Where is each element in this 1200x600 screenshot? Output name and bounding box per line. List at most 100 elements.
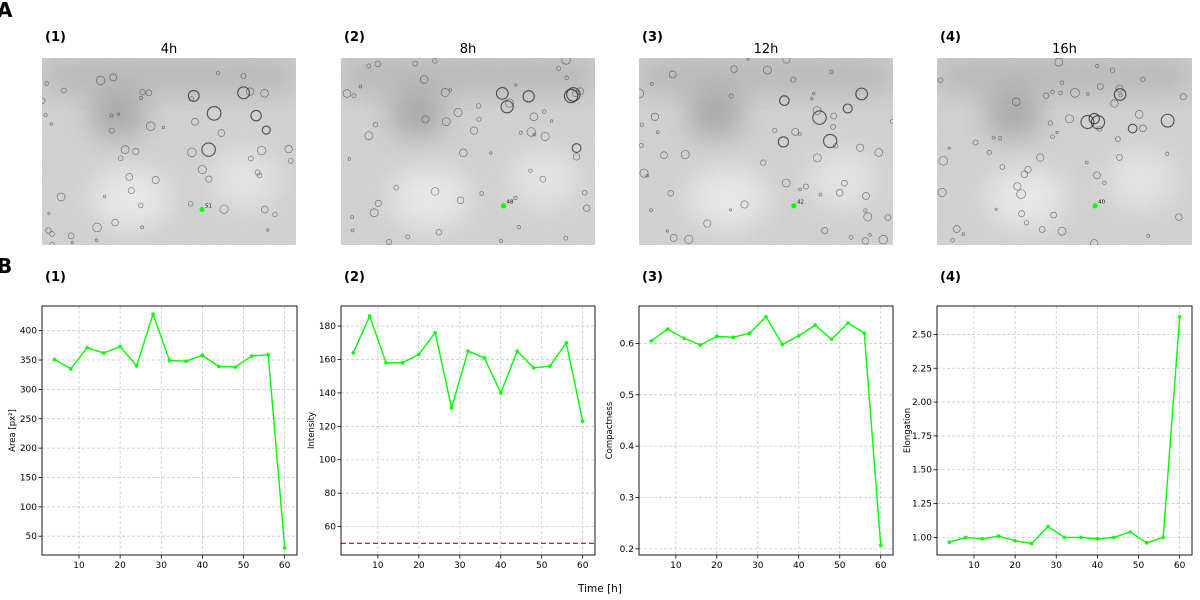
y-tick-label: 120 — [319, 422, 336, 432]
x-tick-label: 40 — [495, 561, 507, 571]
data-point — [764, 314, 768, 319]
x-tick-label: 20 — [1009, 561, 1021, 571]
data-point — [996, 534, 1001, 538]
data-point — [384, 361, 388, 365]
data-point — [1112, 535, 1116, 540]
data-point — [482, 356, 487, 360]
chart-panel-number: (3) — [642, 270, 663, 285]
data-point — [52, 357, 57, 362]
y-tick-label: 0.3 — [620, 493, 634, 503]
data-point — [1161, 535, 1166, 540]
y-tick-label: 2.25 — [912, 364, 932, 374]
x-tick-label: 30 — [1051, 561, 1063, 571]
plot-frame — [936, 305, 1193, 556]
y-tick-label: 2.00 — [912, 398, 932, 408]
microscopy-image: 48 — [341, 58, 595, 245]
image-panel-number: (4) — [940, 30, 961, 45]
line-chart: (1) 10 20 30 40 50 60 50 100 150 200 250 300 350 400 Ar… — [8, 270, 298, 571]
y-tick-label: 0.2 — [620, 545, 634, 555]
microscopy-image: 51 — [42, 58, 296, 245]
line-chart: (2) 10 20 30 40 50 60 60 80 100 120 140 160 180 Intens… — [307, 270, 596, 571]
chart-panel-number: (1) — [45, 270, 66, 285]
x-tick-label: 60 — [1174, 561, 1186, 571]
data-point — [85, 345, 90, 350]
y-tick-label: 1.00 — [912, 533, 932, 543]
line-chart: (3) 10 20 30 40 50 60 0.2 0.3 0.4 0.5 0.6 Compactnes… — [605, 270, 894, 571]
y-tick-label: 100 — [20, 503, 37, 513]
data-point — [266, 352, 271, 357]
y-axis-label: Area [px²] — [8, 409, 18, 452]
y-axis-label: Elongation — [903, 408, 913, 453]
data-point — [796, 333, 801, 338]
data-point — [68, 367, 73, 371]
y-tick-label: 1.50 — [912, 466, 932, 476]
x-tick-label: 30 — [454, 561, 466, 571]
data-point — [963, 535, 968, 540]
data-point — [531, 366, 536, 370]
data-point — [498, 391, 503, 395]
y-axis-label: Compactness — [605, 401, 615, 459]
plot-frame — [638, 305, 894, 556]
x-tick-label: 50 — [238, 561, 250, 571]
microscopy-image-panel: (3) 12h 42 — [639, 30, 893, 245]
y-tick-label: 350 — [20, 356, 37, 366]
data-point — [151, 312, 155, 317]
data-point — [731, 335, 736, 340]
data-point — [1062, 535, 1067, 540]
image-time-title: 4h — [161, 42, 178, 57]
y-tick-label: 1.25 — [912, 500, 932, 510]
series-line — [53, 312, 286, 549]
y-tick-label: 300 — [20, 385, 37, 395]
image-row: (1) 4h 51 (2) 8h 48 (3) 12h 42 (4) 16h 40 — [42, 30, 1192, 245]
data-point — [564, 340, 569, 345]
tracked-cell-id: 42 — [797, 200, 804, 206]
data-point — [846, 321, 850, 325]
image-time-title: 16h — [1052, 42, 1077, 57]
data-point — [665, 327, 670, 331]
data-point — [649, 339, 654, 343]
data-point — [813, 323, 817, 327]
data-point — [400, 361, 405, 365]
chart-row: (1) 10 20 30 40 50 60 50 100 150 200 250 300 350 400 Ar… — [8, 270, 1193, 571]
image-panel-number: (1) — [45, 30, 66, 45]
y-axis-label: Intensity — [307, 412, 317, 449]
image-panel-number: (2) — [344, 30, 365, 45]
y-tick-label: 200 — [20, 444, 37, 454]
data-point — [167, 358, 172, 363]
data-point — [1029, 541, 1034, 546]
x-tick-label: 20 — [413, 561, 425, 571]
shared-x-axis-label: Time [h] — [577, 583, 622, 595]
x-tick-label: 30 — [156, 561, 168, 571]
data-point — [1177, 315, 1182, 319]
microscopy-image-panel: (4) 16h 40 — [937, 30, 1192, 245]
panel-a-label: A — [0, 0, 13, 22]
x-tick-label: 50 — [1133, 561, 1145, 571]
y-tick-label: 0.6 — [620, 339, 635, 349]
data-point — [449, 406, 454, 410]
image-time-title: 12h — [754, 42, 779, 57]
line-chart: (4) 10 20 30 40 50 60 1.00 1.25 1.50 1.75 2.00 2.25 2… — [903, 270, 1193, 571]
data-point — [118, 344, 122, 349]
x-tick-label: 10 — [372, 561, 384, 571]
data-point — [433, 330, 438, 335]
data-point — [980, 536, 985, 541]
y-tick-label: 100 — [319, 456, 336, 466]
plot-frame — [340, 305, 596, 556]
data-point — [1013, 538, 1017, 543]
y-tick-label: 50 — [26, 532, 38, 542]
data-point — [466, 349, 470, 353]
panel-b-label: B — [0, 254, 12, 278]
series-line — [352, 314, 584, 422]
tracked-cell-id: 51 — [205, 203, 212, 209]
data-point — [417, 352, 421, 357]
data-point — [1128, 530, 1133, 534]
microscopy-image-panel: (1) 4h 51 — [42, 30, 296, 245]
series-line — [650, 315, 882, 546]
microscopy-image: 40 — [937, 58, 1192, 245]
y-tick-label: 60 — [325, 523, 337, 533]
x-tick-label: 30 — [752, 561, 764, 571]
data-point — [829, 337, 834, 342]
data-point — [682, 336, 686, 341]
chart-panel-number: (4) — [940, 270, 961, 285]
x-tick-label: 40 — [1092, 561, 1104, 571]
